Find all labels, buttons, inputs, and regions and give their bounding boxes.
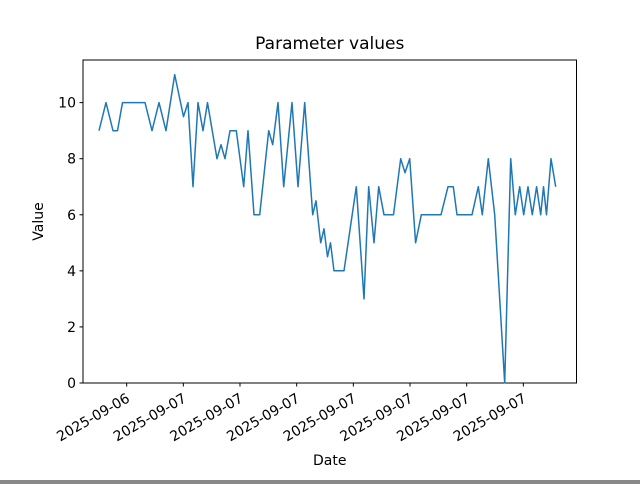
plot-area: 02468102025-09-062025-09-072025-09-07202… bbox=[54, 59, 577, 445]
y-tick-label: 2 bbox=[67, 320, 76, 336]
y-tick-label: 6 bbox=[67, 208, 76, 224]
y-tick-label: 8 bbox=[67, 152, 76, 168]
chart-title: Parameter values bbox=[255, 34, 404, 54]
y-tick-label: 4 bbox=[67, 264, 76, 280]
y-tick-label: 10 bbox=[58, 96, 76, 112]
axes-frame bbox=[82, 59, 577, 384]
x-axis-label: Date bbox=[313, 453, 346, 469]
y-axis-label: Value bbox=[31, 202, 47, 240]
y-tick-label: 0 bbox=[67, 376, 76, 392]
data-line-parameter-values bbox=[98, 73, 557, 384]
